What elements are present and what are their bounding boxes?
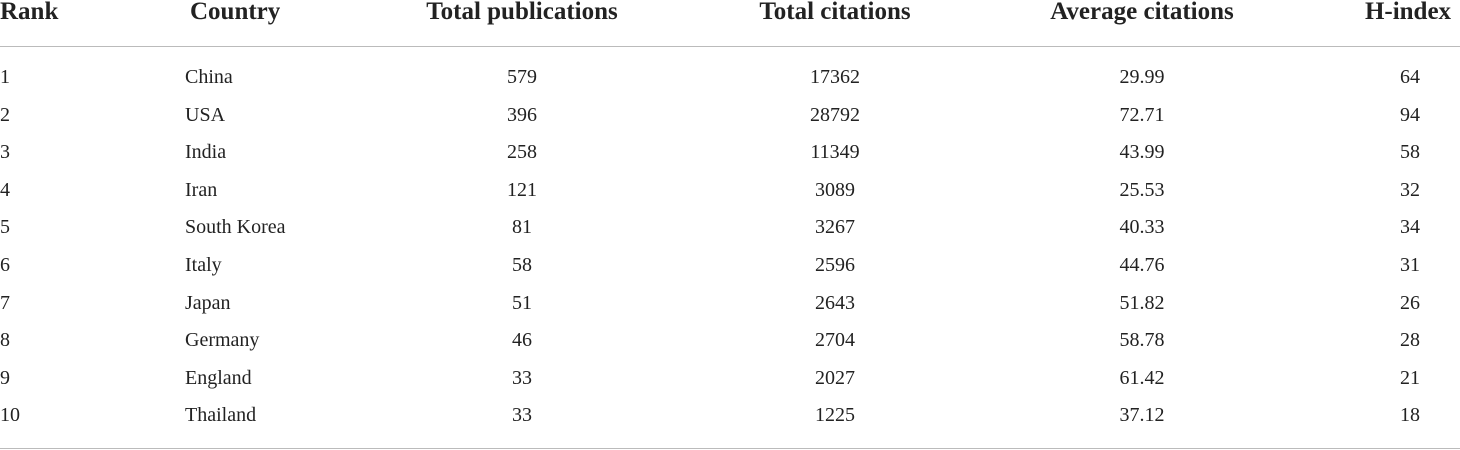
table-cell: Italy bbox=[185, 254, 222, 276]
table-cell: 61.42 bbox=[1119, 366, 1165, 389]
table-cell: 51.82 bbox=[1119, 291, 1165, 314]
table-cell: 81 bbox=[512, 216, 532, 239]
table-cell: 2704 bbox=[815, 329, 855, 352]
table-cell: 4 bbox=[0, 178, 10, 201]
table-cell: 579 bbox=[507, 66, 537, 88]
table-cell: 9 bbox=[0, 366, 10, 389]
table-cell: 40.33 bbox=[1119, 216, 1165, 239]
table-cell: 3089 bbox=[815, 178, 855, 201]
table-cell: 2643 bbox=[815, 291, 855, 314]
table-cell: 64 bbox=[1400, 66, 1420, 88]
bottom-rule bbox=[0, 448, 1460, 449]
table-cell: 10 bbox=[0, 404, 20, 427]
table-cell: 31 bbox=[1400, 254, 1420, 276]
header-cell: H-index bbox=[1364, 0, 1452, 25]
header-cell: Rank bbox=[0, 0, 59, 25]
table-cell: 258 bbox=[507, 141, 537, 164]
table-cell: 8 bbox=[0, 329, 10, 352]
table-cell: 21 bbox=[1400, 366, 1420, 389]
table-cell: Japan bbox=[185, 291, 231, 314]
table-cell: 17362 bbox=[810, 66, 860, 88]
table-cell: 32 bbox=[1400, 178, 1420, 201]
table-cell: 58.78 bbox=[1119, 329, 1165, 352]
table-cell: 94 bbox=[1400, 103, 1420, 126]
table-cell: 25.53 bbox=[1119, 178, 1165, 201]
table-cell: 28 bbox=[1400, 329, 1420, 352]
table-cell: 33 bbox=[512, 404, 532, 427]
table-cell: 72.71 bbox=[1119, 103, 1165, 126]
table-cell: 396 bbox=[507, 103, 537, 126]
table-cell: 2 bbox=[0, 103, 10, 126]
header-cell: Country bbox=[190, 0, 281, 25]
table-cell: South Korea bbox=[185, 216, 286, 239]
table-cell: Iran bbox=[185, 178, 218, 201]
table-cell: 37.12 bbox=[1119, 404, 1165, 427]
table-cell: 46 bbox=[512, 329, 532, 352]
table-cell: 33 bbox=[512, 366, 532, 389]
table-cell: 6 bbox=[0, 254, 10, 276]
table-cell: England bbox=[185, 366, 252, 389]
table-cell: 11349 bbox=[810, 141, 860, 164]
header-rule bbox=[0, 46, 1460, 47]
table-cell: 51 bbox=[512, 291, 532, 314]
table-cell: India bbox=[185, 141, 227, 164]
table-cell: 58 bbox=[512, 254, 532, 276]
table-cell: Thailand bbox=[185, 404, 257, 427]
table-cell: 18 bbox=[1400, 404, 1420, 427]
header-cell: Average citations bbox=[1050, 0, 1234, 25]
header-cell: Total publications bbox=[426, 0, 618, 25]
table-cell: 29.99 bbox=[1119, 66, 1165, 88]
table-cell: 121 bbox=[507, 178, 537, 201]
table-cell: 58 bbox=[1400, 141, 1420, 164]
table-cell: China bbox=[185, 66, 233, 88]
table-cell: 34 bbox=[1400, 216, 1420, 239]
table-cell: 5 bbox=[0, 216, 10, 239]
table-cell: 26 bbox=[1400, 291, 1420, 314]
header-cell: Total citations bbox=[759, 0, 911, 25]
table-cell: 7 bbox=[0, 291, 10, 314]
table-cell: 3 bbox=[0, 141, 10, 164]
table-cell: 1 bbox=[0, 66, 10, 88]
table-cell: 2596 bbox=[815, 254, 855, 276]
table-cell: USA bbox=[185, 103, 226, 126]
table-cell: 44.76 bbox=[1119, 254, 1165, 276]
table-cell: 2027 bbox=[815, 366, 855, 389]
table-cell: 3267 bbox=[815, 216, 855, 239]
table-cell: 43.99 bbox=[1119, 141, 1165, 164]
table-cell: 1225 bbox=[815, 404, 855, 427]
table-cell: Germany bbox=[185, 329, 260, 352]
table-cell: 28792 bbox=[810, 103, 860, 126]
